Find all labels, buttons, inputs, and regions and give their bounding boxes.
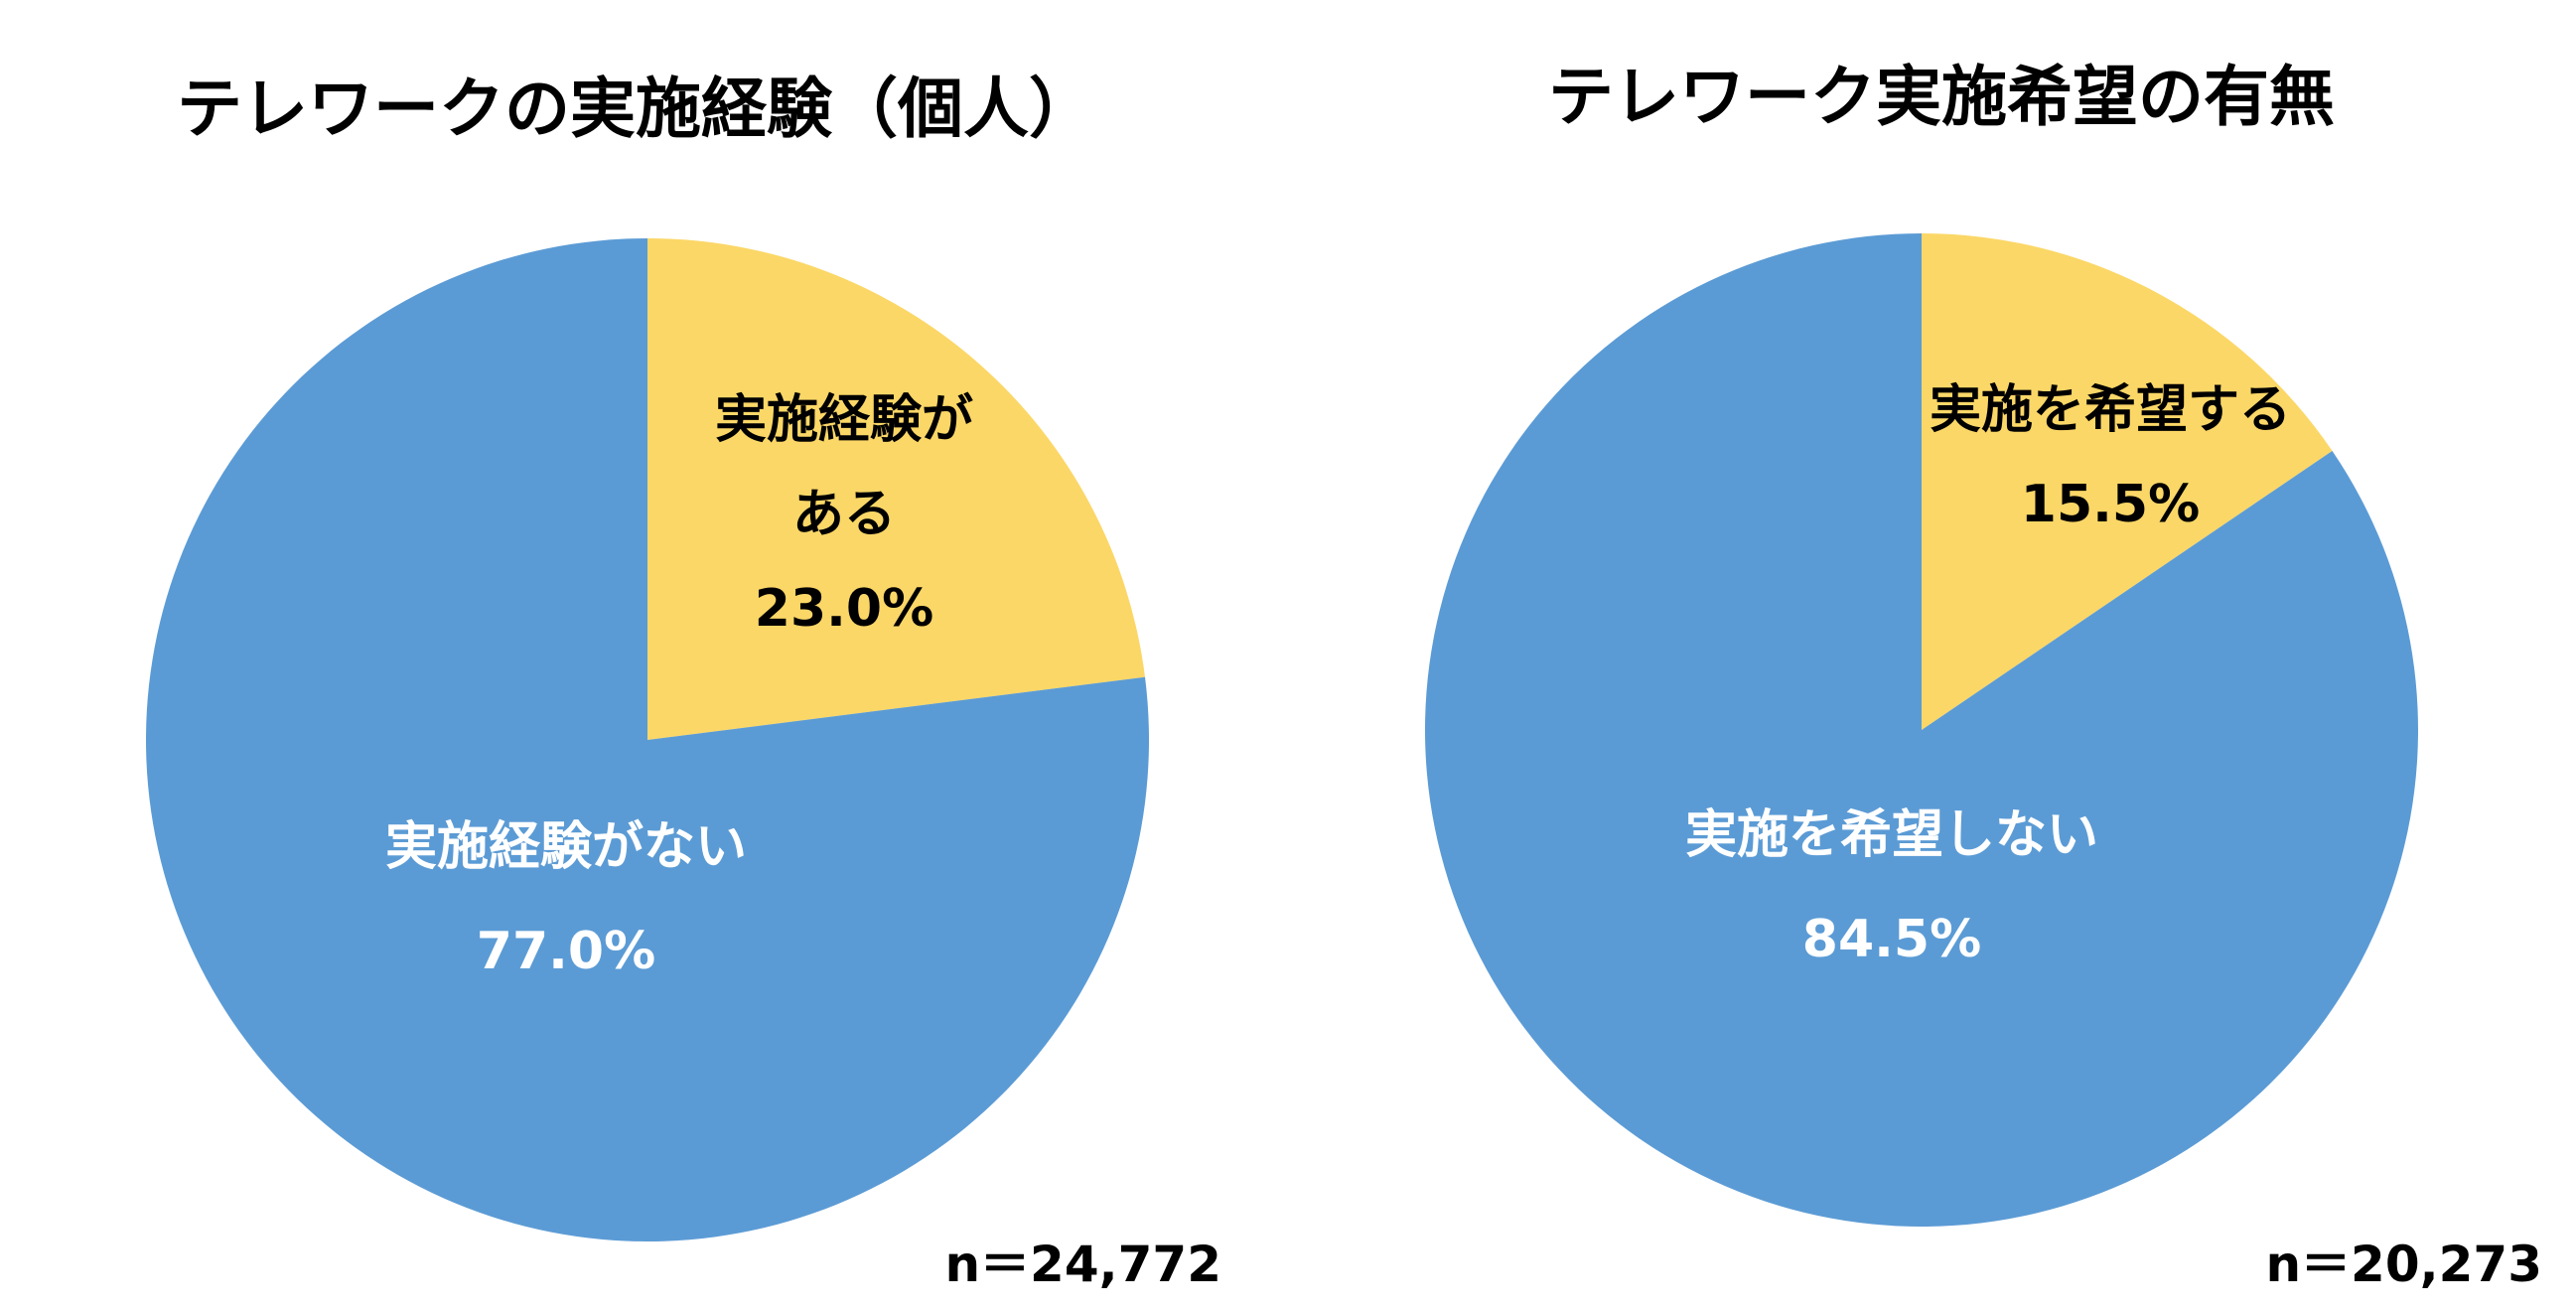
pie-labels-desire: 実施を希望する 15.5% 実施を希望しない 84.5%: [1685, 380, 2291, 969]
slice-label-desire-1-line-0: 実施を希望しない: [1685, 805, 2098, 865]
slice-label-experience-1-line-0: 実施経験がない: [385, 817, 747, 877]
sample-size-experience: n＝24,772: [944, 1236, 1221, 1293]
chart-title-experience: テレワークの実施経験（個人）: [177, 71, 1094, 147]
pie-chart-experience: テレワークの実施経験（個人） 実施経験がある23.0%実施経験がない77.0% …: [146, 71, 1221, 1293]
pie-slices-desire: [1425, 233, 2418, 1227]
slice-label-experience-0-line-0: 実施経験が: [715, 390, 973, 450]
pie-slice-experience-1: [146, 238, 1150, 1241]
pie-slice-experience-0: [647, 238, 1146, 740]
pie-slice-desire-1: [1425, 233, 2418, 1227]
pie-slices-experience: [146, 238, 1150, 1241]
slice-label-experience-1-line-1: 77.0%: [477, 922, 655, 981]
slice-label-desire-0-line-1: 15.5%: [2021, 475, 2200, 534]
slice-label-experience-0-line-2: 23.0%: [755, 579, 933, 639]
sample-size-desire: n＝20,273: [2265, 1236, 2542, 1293]
slice-label-experience-0-line-1: ある: [792, 485, 896, 544]
slice-label-desire-1-line-1: 84.5%: [1802, 910, 1981, 969]
slice-label-desire-0-line-0: 実施を希望する: [1930, 380, 2291, 440]
pie-slice-desire-0: [1922, 233, 2333, 730]
chart-title-desire: テレワーク実施希望の有無: [1548, 59, 2335, 135]
pie-chart-desire: テレワーク実施希望の有無 実施を希望する 15.5% 実施を希望しない 84.5% n…: [1425, 59, 2542, 1293]
